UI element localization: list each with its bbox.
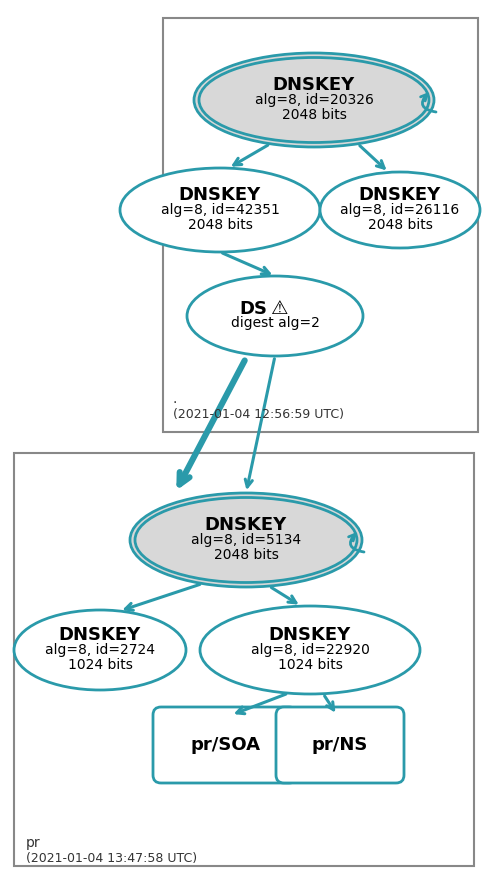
Text: .: . [173,392,178,406]
Text: alg=8, id=22920: alg=8, id=22920 [250,643,369,657]
Text: 2048 bits: 2048 bits [281,108,346,122]
Text: 2048 bits: 2048 bits [187,218,252,232]
Text: DNSKEY: DNSKEY [273,76,355,94]
Bar [163,18,478,432]
Text: DNSKEY: DNSKEY [205,516,287,534]
FancyBboxPatch shape [153,707,297,783]
Text: (2021-01-04 13:47:58 UTC): (2021-01-04 13:47:58 UTC) [26,852,197,865]
Ellipse shape [320,172,480,248]
Text: alg=8, id=20326: alg=8, id=20326 [254,93,373,107]
Ellipse shape [130,493,362,587]
Ellipse shape [200,606,420,694]
Ellipse shape [14,610,186,690]
Text: 2048 bits: 2048 bits [368,218,432,232]
Text: DNSKEY: DNSKEY [59,626,141,644]
Text: 1024 bits: 1024 bits [277,658,342,672]
Text: ⚠️: ⚠️ [271,299,288,318]
Bar [14,453,474,866]
Ellipse shape [194,53,434,147]
Text: DNSKEY: DNSKEY [179,186,261,204]
Ellipse shape [135,497,357,582]
Text: DS: DS [239,299,267,318]
Text: digest alg=2: digest alg=2 [231,317,319,330]
Ellipse shape [120,168,320,252]
Ellipse shape [187,276,363,356]
Text: alg=8, id=5134: alg=8, id=5134 [191,533,301,547]
Text: DNSKEY: DNSKEY [269,626,351,644]
Text: DNSKEY: DNSKEY [359,186,441,204]
Text: alg=8, id=26116: alg=8, id=26116 [340,203,460,217]
Text: 2048 bits: 2048 bits [214,548,278,562]
Text: 1024 bits: 1024 bits [67,658,132,672]
Text: pr/SOA: pr/SOA [190,736,260,754]
Text: alg=8, id=42351: alg=8, id=42351 [160,203,279,217]
FancyBboxPatch shape [276,707,404,783]
Text: (2021-01-04 12:56:59 UTC): (2021-01-04 12:56:59 UTC) [173,408,344,421]
Text: pr/NS: pr/NS [312,736,368,754]
Ellipse shape [199,58,429,142]
Text: alg=8, id=2724: alg=8, id=2724 [45,643,155,657]
Text: pr: pr [26,836,41,850]
